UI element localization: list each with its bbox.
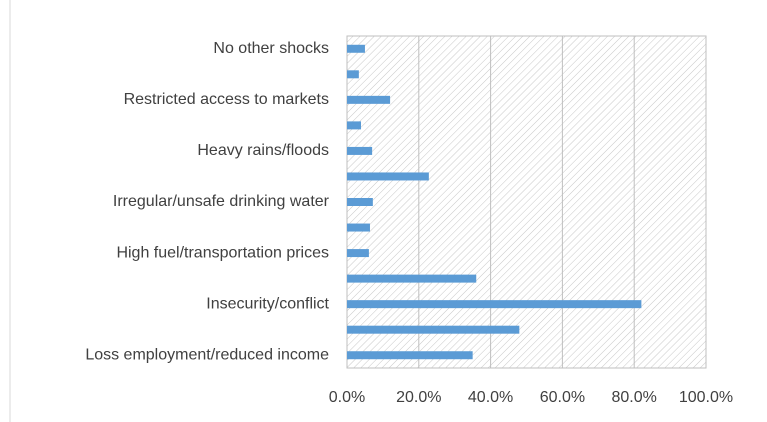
bar (347, 121, 362, 130)
bar (347, 351, 473, 360)
y-tick-label: Restricted access to markets (124, 91, 329, 108)
bar (347, 172, 429, 181)
bar (347, 198, 373, 206)
bar (347, 70, 359, 79)
x-tick-label: 60.0% (540, 389, 585, 406)
bar (347, 249, 369, 258)
y-tick-label: Heavy rains/floods (197, 142, 329, 159)
y-tick-label: Irregular/unsafe drinking water (113, 193, 330, 210)
y-tick-label: High fuel/transportation prices (116, 244, 329, 261)
bar (347, 325, 520, 334)
x-tick-label: 40.0% (468, 389, 513, 406)
bar (347, 223, 370, 232)
plot-area (346, 35, 707, 369)
bar (347, 300, 642, 309)
bar (347, 274, 477, 283)
bar (347, 44, 365, 53)
y-tick-label: Insecurity/conflict (206, 295, 329, 312)
x-tick-label: 100.0% (679, 389, 733, 406)
x-tick-label: 80.0% (612, 389, 657, 406)
x-tick-label: 20.0% (396, 389, 441, 406)
bar (347, 146, 373, 155)
x-tick-label: 0.0% (329, 389, 365, 406)
bar (347, 95, 391, 104)
y-tick-label: Loss employment/reduced income (85, 346, 329, 363)
y-tick-label: No other shocks (213, 40, 329, 57)
